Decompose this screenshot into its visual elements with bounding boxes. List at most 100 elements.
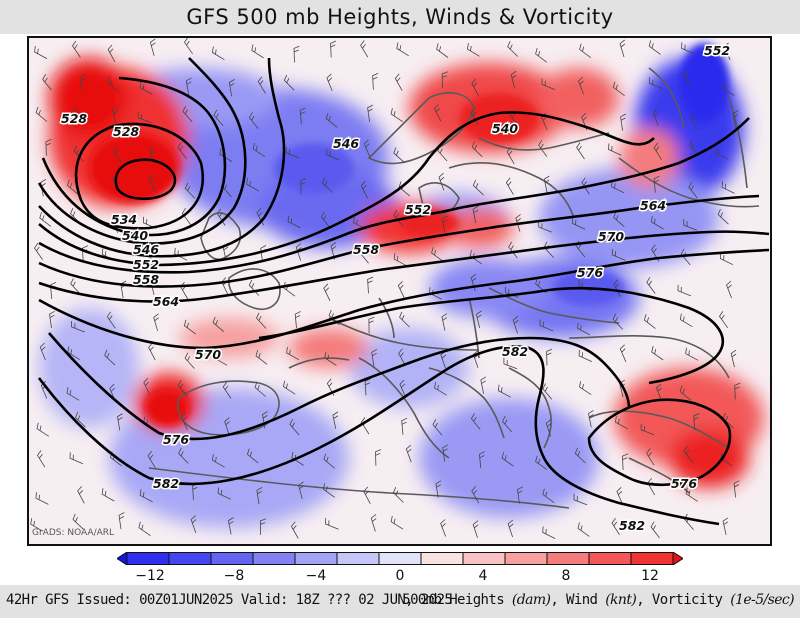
wind-barb: [471, 486, 480, 504]
wind-barb: [576, 142, 585, 160]
wind-barb: [611, 517, 620, 536]
credit-text: GrADS: NOAA/ARL: [32, 528, 115, 538]
wind-barb: [139, 489, 153, 503]
wind-barb: [212, 316, 225, 333]
wind-barb: [689, 140, 700, 157]
wind-barb: [139, 81, 153, 95]
colorbar-segment: [504, 552, 548, 565]
wind-barb: [294, 311, 301, 329]
wind-barb: [360, 181, 368, 199]
contour-label: 540: [122, 228, 148, 243]
wind-barb: [324, 351, 337, 366]
wind-barb: [149, 38, 156, 56]
units-knt: (knt): [605, 592, 637, 608]
wind-barb: [535, 455, 548, 471]
wind-barb: [573, 493, 588, 506]
wind-barb: [117, 413, 123, 431]
wind-barb: [66, 387, 80, 401]
wind-barb: [75, 411, 86, 428]
colorbar-segment: [588, 552, 632, 565]
colorbar-segment: [210, 552, 254, 565]
wind-barb: [246, 178, 260, 192]
wind-barb: [177, 379, 188, 397]
wind-barb: [177, 142, 187, 159]
wind-barb: [726, 280, 732, 299]
wind-barb: [368, 316, 375, 334]
field-vorticity: , Vorticity: [636, 592, 731, 608]
wind-barb: [72, 40, 81, 58]
contour-label: 552: [704, 43, 730, 58]
wind-barb: [693, 413, 700, 430]
wind-barb: [685, 487, 698, 502]
wind-barb: [227, 517, 234, 535]
wind-barb: [323, 453, 336, 469]
wind-barbs: [30, 38, 741, 539]
wind-barb: [435, 480, 442, 498]
wind-barb: [399, 311, 410, 328]
wind-barb: [107, 76, 119, 92]
wind-barb: [502, 415, 513, 433]
wind-barb: [471, 141, 483, 158]
wind-barb: [646, 448, 655, 466]
wind-barb: [39, 212, 52, 227]
contour-label: 534: [111, 212, 137, 227]
wind-barb: [37, 450, 46, 468]
contour-labels: 528 528 534 540 546 552 558 564 570 576 …: [60, 42, 732, 535]
colorbar-tick-label: 12: [641, 568, 659, 584]
wind-barb: [190, 515, 197, 533]
contour-label: 582: [502, 344, 528, 359]
wind-barb: [320, 211, 331, 229]
contour-label: 582: [619, 518, 645, 533]
contour-label: 576: [671, 476, 697, 491]
wind-barb: [113, 146, 122, 164]
wind-barb: [257, 76, 266, 94]
wind-barb: [442, 444, 449, 462]
wind-barb: [722, 517, 729, 535]
wind-barb: [472, 520, 479, 538]
wind-barb: [360, 40, 369, 58]
wind-barb: [109, 383, 116, 402]
wind-barb: [505, 177, 514, 195]
wind-barb: [71, 321, 85, 333]
wind-barb: [370, 514, 377, 532]
wind-barb: [252, 142, 266, 158]
wind-barb: [401, 417, 408, 435]
wind-barb: [323, 283, 331, 301]
wind-barb: [441, 71, 448, 88]
wind-barb: [289, 418, 300, 436]
wind-barb: [442, 215, 448, 233]
contour-label: 558: [133, 272, 159, 287]
weather-map: 528 528 534 540 546 552 558 564 570 576 …: [27, 36, 772, 546]
wind-barb: [36, 422, 50, 437]
wind-barb: [470, 413, 481, 430]
wind-barb: [150, 277, 156, 295]
wind-barb: [393, 147, 405, 163]
run-info: 42Hr GFS Issued: 00Z01JUN2025 Valid: 18Z…: [6, 592, 453, 608]
wind-barb: [184, 352, 195, 369]
wind-barb: [390, 515, 404, 530]
contour-label: 528: [113, 124, 139, 139]
wind-barb: [714, 147, 729, 160]
colorbar-svg: [117, 552, 683, 565]
wind-barb: [578, 349, 592, 362]
contour-label: 582: [153, 476, 179, 491]
wind-barb: [472, 179, 484, 196]
wind-barb: [679, 385, 692, 401]
wind-barb: [138, 521, 151, 537]
wind-barb: [364, 378, 371, 396]
wind-barb: [653, 175, 660, 193]
wind-barb: [619, 39, 626, 58]
wind-barb: [181, 412, 188, 431]
wind-barb: [72, 513, 84, 530]
wind-barb: [611, 248, 626, 261]
wind-barb: [577, 522, 590, 537]
colorbar-segment: [546, 552, 590, 565]
wind-barb: [574, 447, 586, 464]
wind-barb: [471, 78, 479, 96]
wind-barb: [431, 247, 444, 262]
contour-label: 570: [195, 347, 221, 362]
wind-barb: [287, 215, 301, 229]
wind-barb: [723, 42, 731, 60]
wind-barb: [35, 106, 48, 122]
units-dam: (dam): [511, 592, 551, 608]
